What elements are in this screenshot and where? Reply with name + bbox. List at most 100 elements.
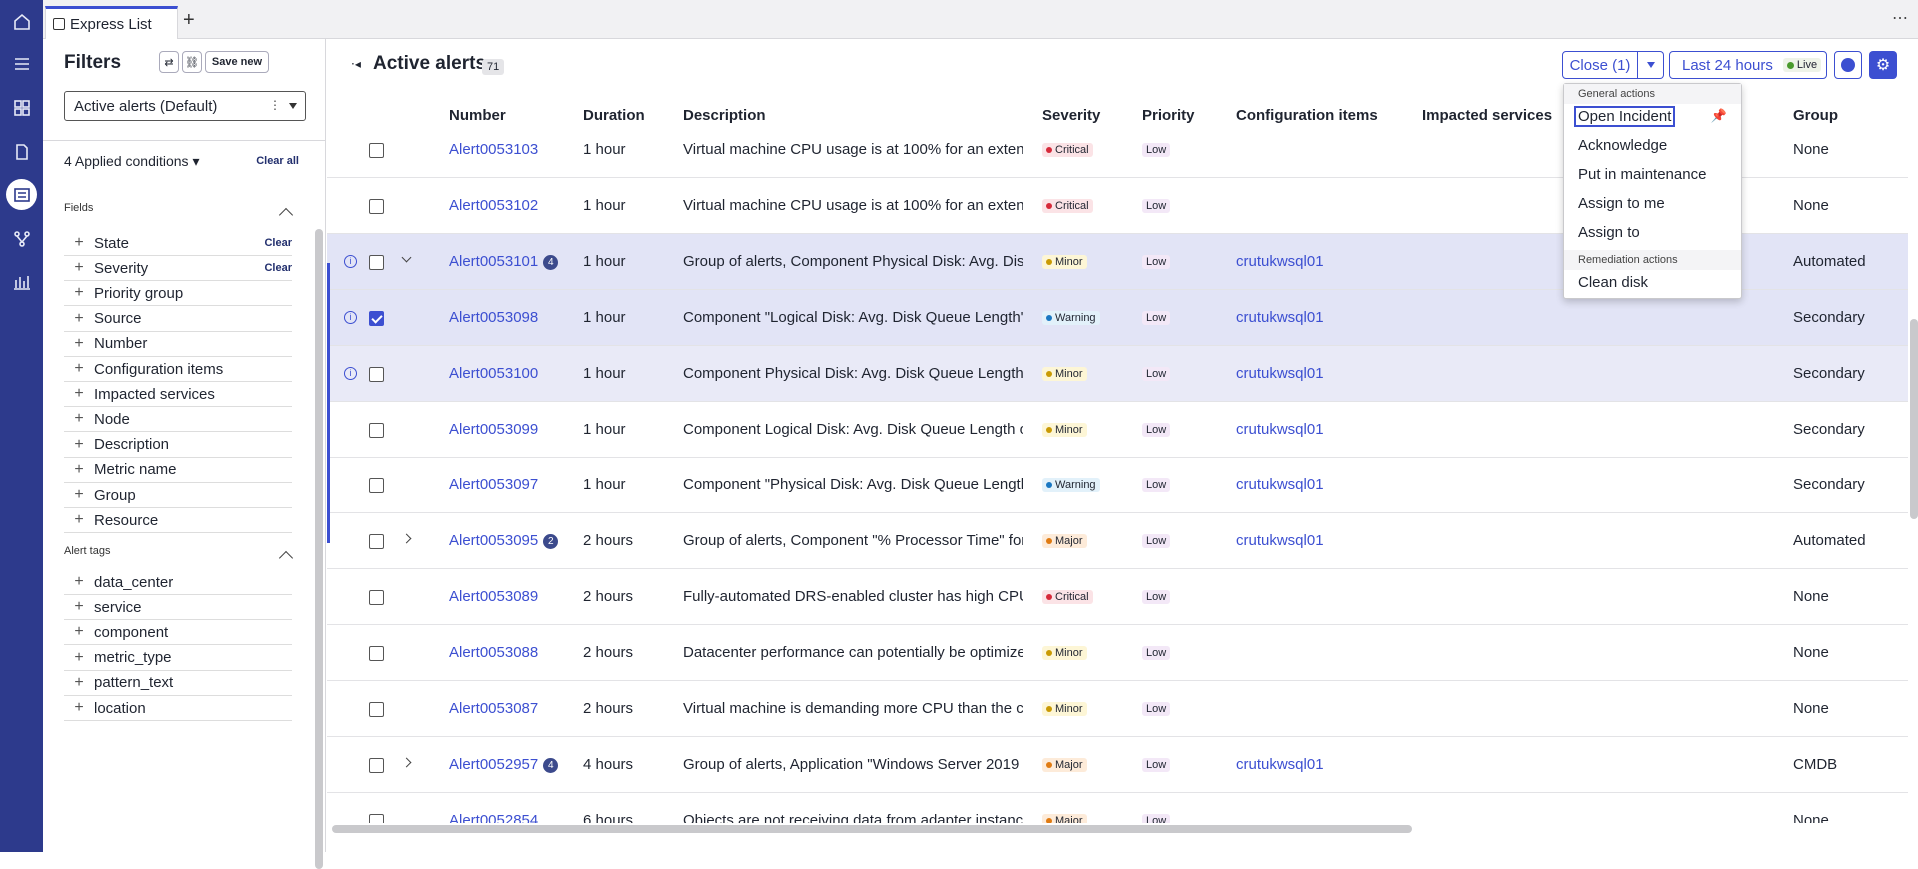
configuration-item-link[interactable]: crutukwsql01 — [1236, 364, 1324, 382]
more-options-icon[interactable]: ⋯ — [1892, 10, 1908, 27]
filter-preset-select[interactable]: Active alerts (Default) ⋮ — [64, 91, 306, 121]
alert-number-link[interactable]: Alert0052957 4 — [449, 756, 559, 773]
alert-number-link[interactable]: Alert0053102 — [449, 197, 538, 214]
save-new-button[interactable]: Save new — [205, 51, 269, 73]
menu-item-acknowledge[interactable]: Acknowledge — [1578, 137, 1668, 154]
table-row[interactable]: Alert0053103 1 hour Virtual machine CPU us… — [327, 123, 1908, 178]
clear-all-link[interactable]: Clear all — [256, 155, 299, 167]
alert-number-link[interactable]: Alert0053099 — [449, 421, 538, 438]
table-row[interactable]: Alert0053099 1 hour Component Logical Disk… — [327, 402, 1908, 458]
alert-number-link[interactable]: Alert0053098 — [449, 309, 538, 326]
alert-tag-row[interactable]: + service — [64, 595, 292, 621]
alert-number-link[interactable]: Alert0053101 4 — [449, 253, 559, 270]
filter-field-row[interactable]: + Node — [64, 407, 292, 433]
chevron-right-icon[interactable] — [401, 533, 412, 544]
filter-settings-button[interactable]: ⇄ — [159, 51, 179, 73]
menu-item-open-incident[interactable]: Open Incident — [1573, 106, 1676, 127]
table-row[interactable]: Alert0053087 2 hours Virtual machine is de… — [327, 681, 1908, 737]
pin-icon[interactable]: 📌 — [1710, 108, 1727, 123]
alert-list-icon[interactable] — [6, 179, 37, 210]
col-configuration-items[interactable]: Configuration items — [1236, 107, 1378, 124]
pause-button[interactable] — [1834, 51, 1862, 79]
filter-field-row[interactable]: + Group — [64, 483, 292, 508]
configuration-item-link[interactable]: crutukwsql01 — [1236, 252, 1324, 270]
alert-tag-row[interactable]: + pattern_text — [64, 671, 292, 696]
configuration-item-link[interactable]: crutukwsql01 — [1236, 532, 1324, 550]
table-row[interactable]: i Alert0053100 1 hour Component Physical Di… — [327, 345, 1908, 402]
table-row[interactable]: i Alert0053098 1 hour Component "Logical Di… — [327, 289, 1908, 346]
filter-field-row[interactable]: + Number — [64, 332, 292, 357]
chevron-down-icon[interactable] — [401, 252, 412, 263]
col-priority[interactable]: Priority — [1142, 107, 1195, 124]
table-row[interactable]: Alert0053095 2 2 hours Group of alerts, Com… — [327, 513, 1908, 570]
table-row[interactable]: Alert0053102 1 hour Virtual machine CPU us… — [327, 178, 1908, 234]
row-checkbox[interactable] — [369, 254, 384, 270]
info-icon[interactable]: i — [344, 254, 357, 268]
document-icon[interactable] — [8, 138, 35, 165]
filter-field-row[interactable]: + Configuration items — [64, 357, 292, 382]
analytics-icon[interactable] — [8, 268, 35, 295]
link-icon[interactable]: ⛓ — [182, 51, 202, 73]
row-checkbox[interactable] — [369, 757, 384, 773]
row-checkbox[interactable] — [369, 422, 384, 438]
row-checkbox[interactable] — [369, 534, 384, 550]
menu-item-put-in-maintenance[interactable]: Put in maintenance — [1578, 166, 1707, 183]
col-duration[interactable]: Duration — [583, 107, 645, 124]
filter-field-row[interactable]: + Resource — [64, 508, 292, 534]
clear-filter-link[interactable]: Clear — [264, 237, 292, 249]
horizontal-scrollbar[interactable] — [332, 825, 1412, 833]
table-row[interactable]: Alert0053088 2 hours Datacenter performanc… — [327, 625, 1908, 682]
menu-item-assign-to-me[interactable]: Assign to me — [1578, 195, 1665, 212]
configuration-item-link[interactable]: crutukwsql01 — [1236, 308, 1324, 326]
filter-field-row[interactable]: + Description — [64, 433, 292, 458]
alert-number-link[interactable]: Alert0053089 — [449, 588, 538, 605]
clear-filter-link[interactable]: Clear — [264, 262, 292, 275]
filter-field-row[interactable]: + Severity Clear — [64, 256, 292, 282]
collapse-filters-icon[interactable]: ⋅◂ — [351, 57, 361, 71]
alert-tag-row[interactable]: + location — [64, 696, 292, 721]
menu-item-clean-disk[interactable]: Clean disk — [1578, 274, 1649, 291]
filters-scrollbar[interactable] — [315, 229, 323, 869]
row-checkbox[interactable] — [369, 310, 384, 326]
menu-item-assign-to[interactable]: Assign to — [1578, 224, 1640, 241]
add-tab-button[interactable]: + — [183, 9, 195, 31]
alert-number-link[interactable]: Alert0053095 2 — [449, 532, 559, 550]
row-checkbox[interactable] — [369, 143, 384, 158]
configuration-item-link[interactable]: crutukwsql01 — [1236, 420, 1324, 438]
filter-field-row[interactable]: + State Clear — [64, 231, 292, 256]
row-checkbox[interactable] — [369, 813, 384, 823]
filter-field-row[interactable]: + Priority group — [64, 281, 292, 307]
scrollbar-thumb[interactable] — [1910, 319, 1918, 519]
col-number[interactable]: Number — [449, 107, 506, 124]
home-icon[interactable] — [8, 8, 35, 35]
alert-tag-row[interactable]: + data_center — [64, 570, 292, 595]
time-range-button[interactable]: Last 24 hours Live — [1669, 51, 1827, 79]
close-alerts-button[interactable]: Close (1) — [1562, 51, 1638, 79]
alert-number-link[interactable]: Alert0053100 — [449, 365, 538, 382]
alert-number-link[interactable]: Alert0053088 — [449, 644, 538, 661]
row-checkbox[interactable] — [369, 478, 384, 494]
alert-tag-row[interactable]: + metric_type — [64, 646, 292, 671]
chevron-right-icon[interactable] — [401, 757, 412, 768]
info-icon[interactable]: i — [344, 366, 357, 380]
chevron-up-icon[interactable] — [278, 207, 294, 223]
row-checkbox[interactable] — [369, 590, 384, 606]
configuration-item-link[interactable]: crutukwsql01 — [1236, 476, 1324, 494]
table-row[interactable]: Alert0053089 2 hours Fully-automated DRS-e… — [327, 569, 1908, 626]
alert-number-link[interactable]: Alert0053087 — [449, 700, 538, 717]
col-group[interactable]: Group — [1793, 107, 1838, 124]
col-impacted-services[interactable]: Impacted services — [1422, 107, 1553, 124]
workflow-icon[interactable] — [8, 225, 35, 252]
info-icon[interactable]: i — [344, 310, 357, 324]
row-checkbox[interactable] — [369, 702, 384, 717]
list-icon[interactable] — [8, 50, 35, 77]
settings-button[interactable]: ⚙ — [1869, 51, 1897, 79]
close-actions-dropdown[interactable] — [1638, 51, 1664, 79]
table-row[interactable]: Alert0053097 1 hour Component "Physical Di… — [327, 457, 1908, 514]
table-row[interactable]: Alert0052854 6 hours Objects are not recei… — [327, 793, 1908, 823]
alert-number-link[interactable]: Alert0053097 — [449, 476, 538, 493]
chevron-up-icon[interactable] — [278, 550, 294, 566]
col-severity[interactable]: Severity — [1042, 107, 1101, 124]
table-row[interactable]: Alert0052957 4 4 hours Group of alerts, App… — [327, 737, 1908, 793]
configuration-item-link[interactable]: crutukwsql01 — [1236, 755, 1324, 773]
